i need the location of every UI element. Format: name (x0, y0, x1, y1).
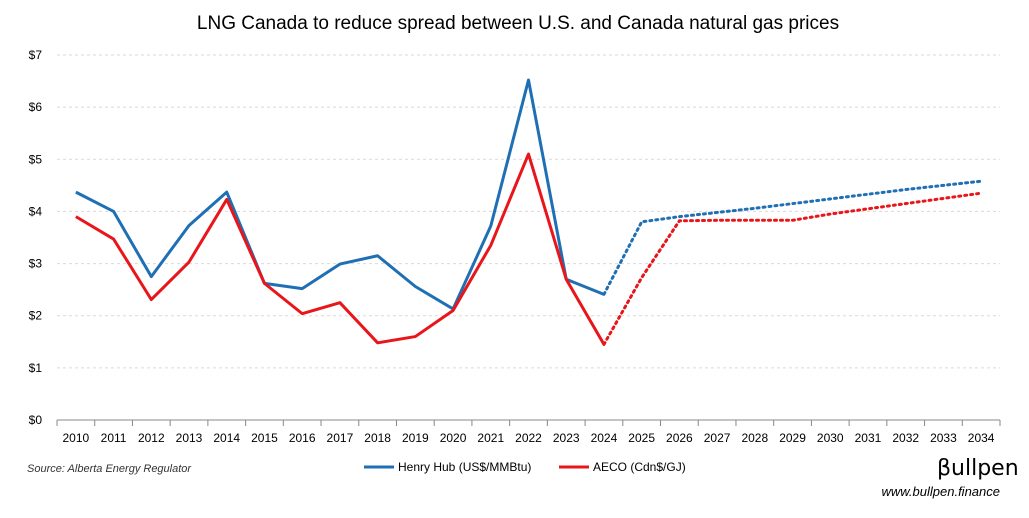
x-tick-label: 2029 (779, 431, 806, 445)
y-tick-label: $6 (29, 100, 43, 114)
y-tick-label: $7 (29, 48, 43, 62)
x-tick-label: 2016 (289, 431, 316, 445)
y-tick-label: $1 (29, 361, 43, 375)
x-tick-label: 2026 (666, 431, 693, 445)
source-note: Source: Alberta Energy Regulator (27, 463, 192, 475)
x-tick-label: 2027 (704, 431, 731, 445)
x-tick-label: 2025 (628, 431, 655, 445)
x-tick-label: 2032 (892, 431, 919, 445)
x-tick-label: 2028 (741, 431, 768, 445)
x-tick-label: 2015 (251, 431, 278, 445)
brand-url: www.bullpen.finance (881, 484, 1000, 499)
y-axis-ticks: $0 $1 $2 $3 $4 $5 $6 $7 (29, 48, 43, 427)
x-tick-label: 2030 (817, 431, 844, 445)
x-tick-label: 2013 (176, 431, 203, 445)
series-lines (75, 78, 983, 346)
x-axis-ticks: 2010 2011 2012 2013 2014 2015 2016 2017 2018 2019… (63, 431, 995, 445)
x-tick-label: 2012 (138, 431, 165, 445)
y-tick-label: $5 (29, 152, 43, 166)
y-tick-label: $2 (29, 309, 43, 323)
x-tick-label: 2018 (364, 431, 391, 445)
x-tick-label: 2023 (553, 431, 580, 445)
x-tick-label: 2011 (101, 431, 127, 445)
x-tick-label: 2024 (591, 431, 618, 445)
x-tick-label: 2017 (327, 431, 354, 445)
x-axis (56, 419, 1001, 426)
legend: Henry Hub (US$/MMBtu) AECO (Cdn$/GJ) (364, 460, 686, 474)
y-tick-label: $3 (29, 257, 43, 271)
brand-logo: βullpen (937, 456, 1019, 481)
chart-title: LNG Canada to reduce spread between U.S.… (197, 13, 839, 34)
x-tick-label: 2022 (515, 431, 542, 445)
x-tick-label: 2021 (477, 431, 504, 445)
x-tick-label: 2014 (213, 431, 240, 445)
x-tick-label: 2010 (63, 431, 90, 445)
legend-label-aeco: AECO (Cdn$/GJ) (593, 460, 686, 474)
series-line-aeco-historical (75, 152, 606, 346)
x-tick-label: 2019 (402, 431, 429, 445)
y-tick-label: $0 (29, 413, 43, 427)
series-line-henry-hub-projected (602, 179, 983, 296)
x-tick-label: 2020 (440, 431, 467, 445)
x-tick-label: 2033 (930, 431, 957, 445)
legend-label-henry-hub: Henry Hub (US$/MMBtu) (398, 460, 531, 474)
series-line-henry-hub-historical (75, 78, 605, 311)
x-tick-label: 2034 (968, 431, 995, 445)
grid-lines (57, 54, 1000, 369)
x-tick-label: 2031 (855, 431, 882, 445)
series-line-aeco-projected (602, 191, 983, 346)
y-tick-label: $4 (29, 204, 43, 218)
